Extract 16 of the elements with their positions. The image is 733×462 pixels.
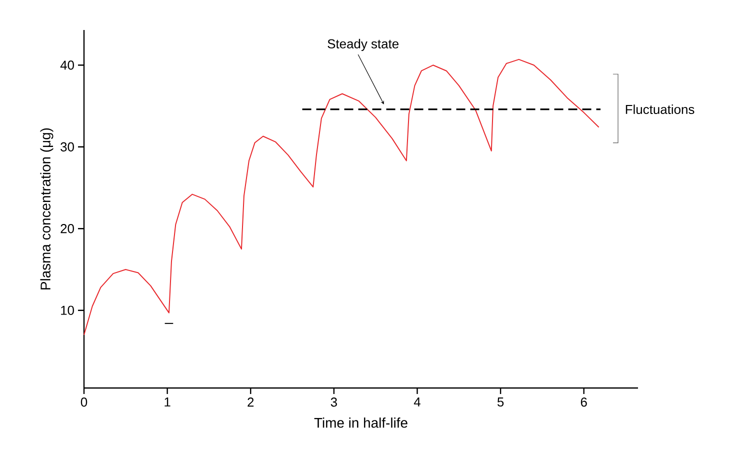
x-tick-label: 1 xyxy=(164,398,170,406)
x-axis-title: Time in half-life xyxy=(314,418,408,428)
x-tick-label: 4 xyxy=(414,398,420,406)
x-tick-label: 6 xyxy=(580,398,587,407)
x-tick-label: 5 xyxy=(497,398,504,407)
annotation: Fluctuations xyxy=(626,104,694,114)
y-tick-label: 10 xyxy=(61,306,74,315)
line-series xyxy=(84,58,600,336)
x-tick-label: 2 xyxy=(248,398,254,407)
y-tick-label: 20 xyxy=(60,224,74,234)
y-tick-label: 30 xyxy=(60,142,74,152)
y-axis-title: Plasma concentration (μg) xyxy=(40,128,54,290)
y-tick-label: 40 xyxy=(60,60,74,70)
x-tick-label: 0 xyxy=(80,398,88,407)
x-tick-label: 3 xyxy=(330,398,337,407)
annotation: Steady state xyxy=(328,38,398,51)
